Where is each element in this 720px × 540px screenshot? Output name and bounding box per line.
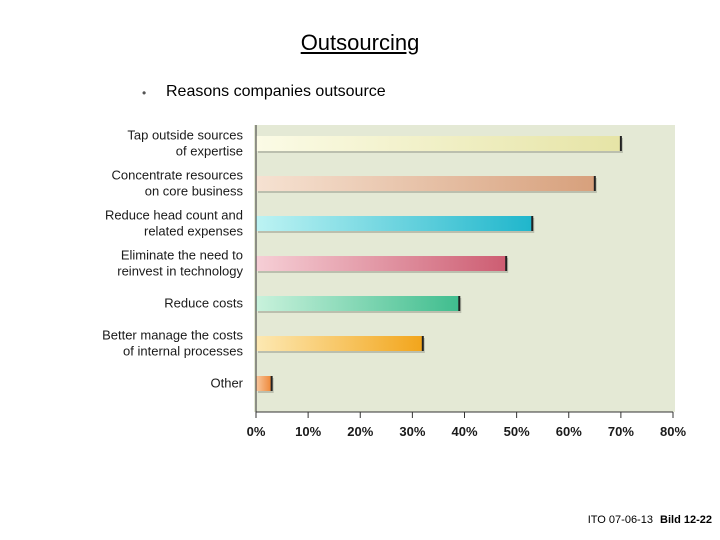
footer: ITO 07-06-13 Bild 12-22 <box>588 514 712 526</box>
category-label: Reduce costs <box>164 296 243 311</box>
x-tick-label: 40% <box>451 424 477 439</box>
category-label: Eliminate the need to reinvest in technol… <box>117 248 243 279</box>
bullet-icon: • <box>142 86 147 100</box>
bar-4 <box>256 296 460 311</box>
x-tick-label: 50% <box>504 424 530 439</box>
x-tick-label: 30% <box>399 424 425 439</box>
x-tick-label: 0% <box>247 424 266 439</box>
bullet-text: Reasons companies outsource <box>166 83 386 100</box>
x-tick-label: 80% <box>660 424 686 439</box>
category-label: Tap outside sources of expertise <box>127 128 243 159</box>
slide-title: Outsourcing <box>300 30 420 55</box>
footer-slide-number: Bild 12-22 <box>660 514 712 526</box>
x-tick-label: 10% <box>295 424 321 439</box>
bar-6 <box>256 376 272 391</box>
bar-3 <box>256 256 507 271</box>
x-tick-label: 20% <box>347 424 373 439</box>
x-tick-label: 60% <box>556 424 582 439</box>
category-label: Concentrate resources on core business <box>111 168 243 199</box>
bar-5 <box>256 336 423 351</box>
category-label: Better manage the costs of internal proce… <box>102 328 243 359</box>
bar-0 <box>256 136 621 151</box>
category-label: Reduce head count and related expenses <box>105 208 244 239</box>
x-tick-label: 70% <box>608 424 634 439</box>
bar-1 <box>256 176 595 191</box>
footer-date: ITO 07-06-13 <box>587 514 653 526</box>
bar-2 <box>256 216 533 231</box>
category-label: Other <box>210 376 243 391</box>
